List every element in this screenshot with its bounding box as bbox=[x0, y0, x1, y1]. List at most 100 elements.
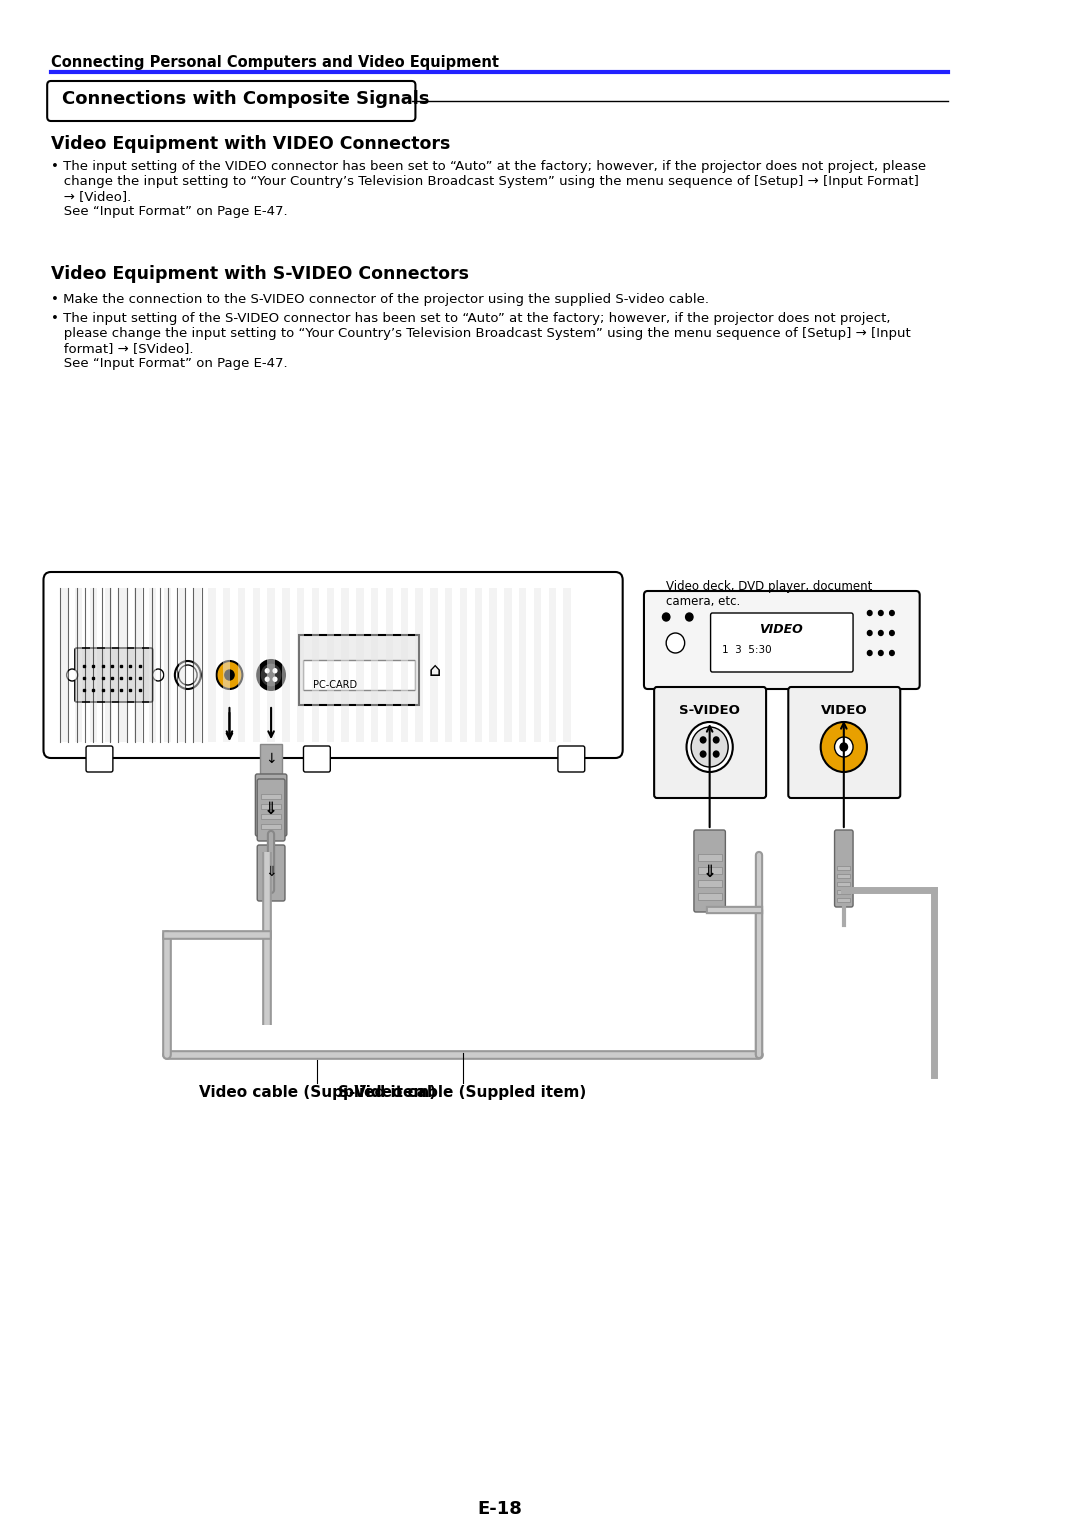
Text: VIDEO: VIDEO bbox=[758, 623, 802, 636]
Circle shape bbox=[890, 650, 894, 656]
Circle shape bbox=[257, 661, 285, 690]
FancyBboxPatch shape bbox=[48, 81, 416, 121]
Text: ⇓: ⇓ bbox=[703, 864, 717, 881]
Circle shape bbox=[666, 633, 685, 653]
Bar bbox=[75, 588, 82, 742]
Bar bbox=[549, 588, 556, 742]
Bar bbox=[208, 588, 216, 742]
Bar bbox=[401, 588, 408, 742]
Bar bbox=[519, 588, 526, 742]
Text: Connecting Personal Computers and Video Equipment: Connecting Personal Computers and Video … bbox=[51, 55, 499, 70]
Circle shape bbox=[225, 670, 234, 681]
Bar bbox=[356, 588, 364, 742]
Circle shape bbox=[266, 678, 269, 681]
Circle shape bbox=[700, 751, 706, 757]
Bar bbox=[149, 588, 157, 742]
Bar bbox=[416, 588, 423, 742]
Bar bbox=[837, 874, 850, 877]
Circle shape bbox=[686, 613, 693, 621]
Circle shape bbox=[867, 630, 872, 635]
FancyBboxPatch shape bbox=[303, 746, 330, 772]
Bar bbox=[386, 588, 393, 742]
FancyBboxPatch shape bbox=[694, 830, 726, 913]
Bar bbox=[837, 882, 850, 887]
Circle shape bbox=[840, 743, 848, 751]
Circle shape bbox=[687, 722, 733, 772]
Bar bbox=[698, 893, 721, 900]
Circle shape bbox=[178, 665, 197, 685]
Bar bbox=[698, 867, 721, 874]
Bar bbox=[534, 588, 541, 742]
Circle shape bbox=[714, 737, 719, 743]
Circle shape bbox=[700, 737, 706, 743]
Bar bbox=[564, 588, 571, 742]
Bar bbox=[222, 588, 230, 742]
FancyBboxPatch shape bbox=[75, 649, 152, 702]
Circle shape bbox=[878, 610, 883, 615]
Bar bbox=[837, 865, 850, 870]
FancyBboxPatch shape bbox=[644, 591, 920, 690]
Circle shape bbox=[890, 610, 894, 615]
Bar bbox=[238, 588, 245, 742]
Text: PC-CARD: PC-CARD bbox=[313, 681, 356, 690]
Text: Video deck, DVD player, document
camera, etc.: Video deck, DVD player, document camera,… bbox=[666, 580, 873, 607]
Bar bbox=[259, 809, 283, 813]
Circle shape bbox=[216, 661, 242, 690]
Bar bbox=[261, 824, 281, 829]
FancyBboxPatch shape bbox=[257, 845, 285, 900]
Text: S-Video cable (Suppled item): S-Video cable (Suppled item) bbox=[338, 1085, 586, 1100]
Text: • Make the connection to the S-VIDEO connector of the projector using the suppli: • Make the connection to the S-VIDEO con… bbox=[51, 293, 708, 307]
FancyBboxPatch shape bbox=[86, 746, 113, 772]
Bar bbox=[90, 588, 97, 742]
Bar bbox=[105, 588, 112, 742]
FancyBboxPatch shape bbox=[257, 778, 285, 841]
Bar bbox=[341, 588, 349, 742]
Bar bbox=[261, 794, 281, 800]
Circle shape bbox=[821, 722, 867, 772]
Bar bbox=[303, 661, 415, 690]
Bar bbox=[60, 588, 68, 742]
Text: VIDEO: VIDEO bbox=[821, 703, 867, 717]
Text: ⇓: ⇓ bbox=[266, 865, 276, 879]
FancyBboxPatch shape bbox=[654, 687, 766, 798]
Circle shape bbox=[175, 661, 201, 690]
Circle shape bbox=[867, 610, 872, 615]
Bar bbox=[297, 588, 305, 742]
Text: Video cable (Supplied item): Video cable (Supplied item) bbox=[199, 1085, 436, 1100]
Bar bbox=[474, 588, 482, 742]
Bar bbox=[460, 588, 468, 742]
Text: • The input setting of the VIDEO connector has been set to “Auto” at the factory: • The input setting of the VIDEO connect… bbox=[51, 160, 926, 218]
FancyBboxPatch shape bbox=[558, 746, 584, 772]
Circle shape bbox=[260, 662, 282, 687]
Circle shape bbox=[878, 630, 883, 635]
FancyBboxPatch shape bbox=[255, 774, 287, 836]
Bar bbox=[261, 804, 281, 809]
Bar bbox=[372, 588, 378, 742]
Bar bbox=[299, 635, 419, 705]
Circle shape bbox=[867, 650, 872, 656]
Bar bbox=[134, 588, 141, 742]
Text: ⇓: ⇓ bbox=[265, 800, 278, 818]
Text: S-VIDEO: S-VIDEO bbox=[679, 703, 740, 717]
Bar bbox=[837, 890, 850, 894]
Circle shape bbox=[835, 737, 853, 757]
Text: Connections with Composite Signals: Connections with Composite Signals bbox=[62, 90, 430, 108]
Bar bbox=[193, 588, 201, 742]
FancyBboxPatch shape bbox=[835, 830, 853, 906]
Circle shape bbox=[273, 678, 276, 681]
FancyBboxPatch shape bbox=[711, 613, 853, 671]
Circle shape bbox=[878, 650, 883, 656]
Bar bbox=[837, 897, 850, 902]
Circle shape bbox=[890, 630, 894, 635]
Bar bbox=[430, 588, 437, 742]
Bar bbox=[164, 588, 171, 742]
Bar bbox=[259, 800, 283, 804]
FancyBboxPatch shape bbox=[788, 687, 901, 798]
Bar bbox=[260, 745, 282, 774]
Bar bbox=[445, 588, 453, 742]
Bar bbox=[268, 588, 274, 742]
Bar bbox=[489, 588, 497, 742]
Bar bbox=[259, 789, 283, 794]
Circle shape bbox=[67, 668, 78, 681]
Text: 1  3  5:30: 1 3 5:30 bbox=[721, 645, 771, 655]
